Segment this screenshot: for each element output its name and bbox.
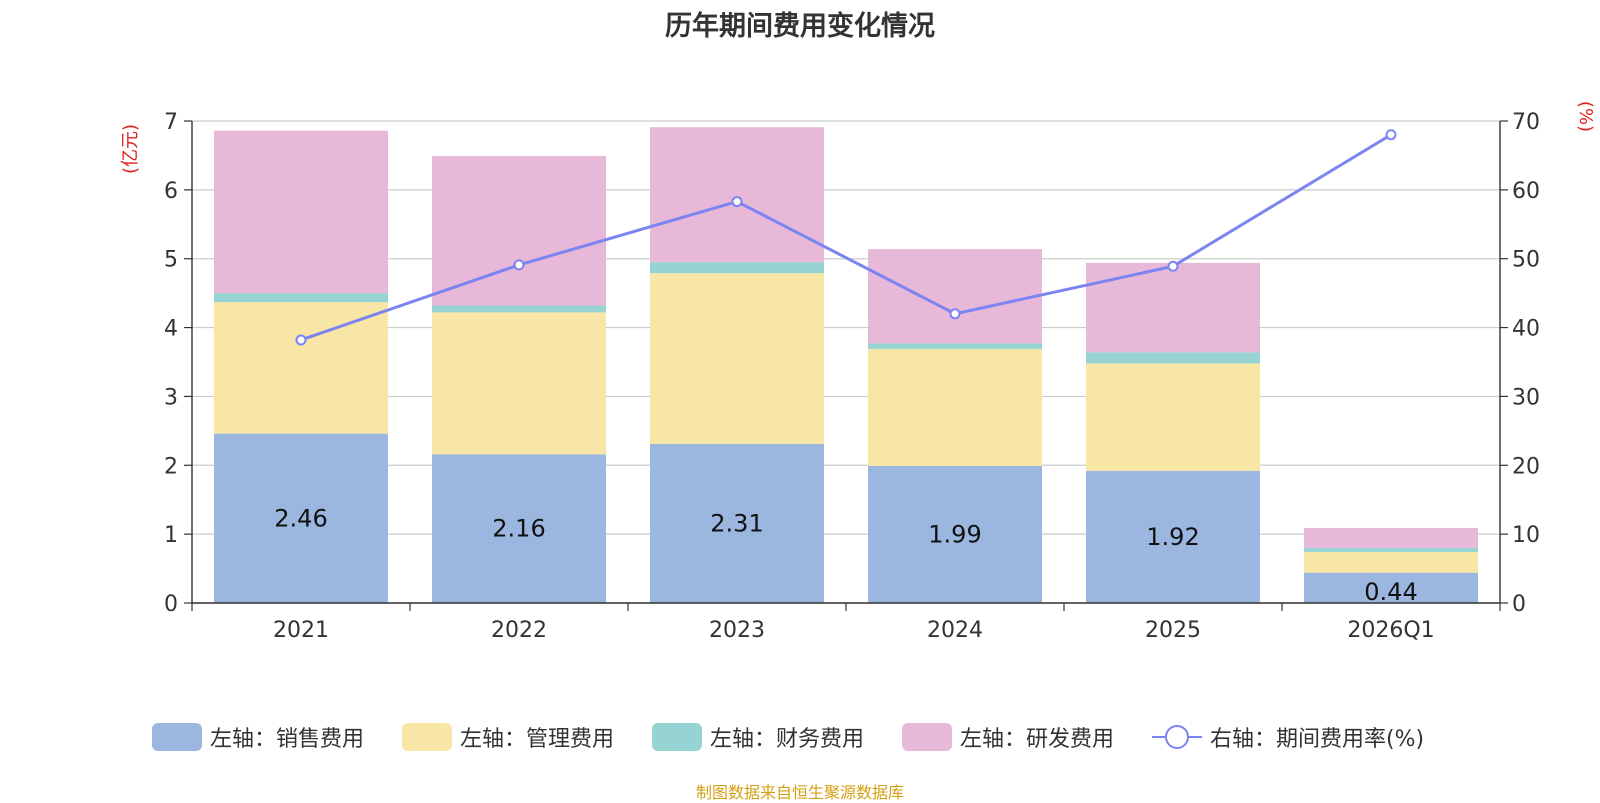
bar-value-label: 2.31 <box>710 509 763 537</box>
legend-label-finance: 左轴：财务费用 <box>710 727 865 752</box>
left-tick-label: 4 <box>164 317 178 342</box>
right-tick-label: 70 <box>1512 110 1540 135</box>
legend-line-rate-icon <box>1152 723 1202 751</box>
bar-segment <box>214 130 388 294</box>
legend-item-rate[interactable]: 右轴：期间费用率(%) <box>1152 719 1424 755</box>
right-tick-label: 30 <box>1512 385 1540 410</box>
bar-segment <box>214 302 388 434</box>
bar-segment <box>214 433 388 603</box>
legend-item-rd[interactable]: 左轴：研发费用 <box>902 719 1114 755</box>
bar-value-label: 1.92 <box>1146 523 1199 551</box>
legend-swatch-sales <box>152 723 202 751</box>
bar-segment <box>432 305 606 313</box>
bar-segment <box>868 249 1042 344</box>
x-tick-label: 2021 <box>273 618 329 643</box>
legend-label-sales: 左轴：销售费用 <box>210 727 365 752</box>
bar-segment <box>1086 352 1260 364</box>
rate-line <box>300 133 1392 342</box>
left-tick-label: 5 <box>164 248 178 273</box>
rate-point <box>731 196 743 208</box>
bar-value-label: 2.16 <box>492 515 545 543</box>
bar-segment <box>1086 470 1260 603</box>
left-tick-label: 2 <box>164 454 178 479</box>
rate-point <box>513 259 525 271</box>
bar-segment <box>214 293 388 303</box>
bar-segment <box>1304 547 1478 553</box>
legend-label-rate: 右轴：期间费用率(%) <box>1210 727 1425 752</box>
bar-segment <box>1086 363 1260 471</box>
bar-value-label: 2.46 <box>274 504 327 532</box>
right-axis-unit: (%) <box>1575 100 1597 133</box>
bar-segment <box>650 443 824 603</box>
right-tick-label: 60 <box>1512 179 1540 204</box>
bar-value-label: 1.99 <box>928 520 981 548</box>
legend-label-admin: 左轴：管理费用 <box>460 727 615 752</box>
left-tick-label: 6 <box>164 179 178 204</box>
left-axis-unit: (亿元) <box>120 123 142 175</box>
data-source-note: 制图数据来自恒生聚源数据库 <box>695 783 904 802</box>
right-tick-label: 10 <box>1512 523 1540 548</box>
x-tick-label: 2024 <box>927 618 983 643</box>
legend-item-admin[interactable]: 左轴：管理费用 <box>402 719 614 755</box>
right-tick-label: 20 <box>1512 454 1540 479</box>
rate-point <box>295 334 307 346</box>
right-tick-label: 50 <box>1512 248 1540 273</box>
legend-item-sales[interactable]: 左轴：销售费用 <box>152 719 364 755</box>
rate-point <box>1385 129 1397 141</box>
left-tick-label: 0 <box>164 592 178 617</box>
legend-swatch-finance <box>652 723 702 751</box>
legend-swatch-rd <box>902 723 952 751</box>
legend-item-finance[interactable]: 左轴：财务费用 <box>652 719 864 755</box>
x-tick-label: 2025 <box>1145 618 1201 643</box>
right-tick-label: 40 <box>1512 317 1540 342</box>
bar-segment <box>1086 262 1260 353</box>
x-tick-label: 2026Q1 <box>1347 618 1434 643</box>
rate-point <box>949 308 961 320</box>
bar-segment <box>650 127 824 263</box>
bar-value-label: 0.44 <box>1364 578 1417 606</box>
bar-segment <box>1304 527 1478 548</box>
bar-segment <box>1304 552 1478 573</box>
left-tick-label: 7 <box>164 110 178 135</box>
legend: 左轴：销售费用 左轴：管理费用 左轴：财务费用 左轴：研发费用 右轴：期间费用率… <box>0 719 1600 755</box>
legend-swatch-admin <box>402 723 452 751</box>
left-tick-label: 3 <box>164 385 178 410</box>
bar-segment <box>650 273 824 444</box>
bar-segment <box>432 312 606 455</box>
bar-segment <box>432 156 606 306</box>
x-tick-label: 2022 <box>491 618 547 643</box>
right-tick-label: 0 <box>1512 592 1526 617</box>
bar-segment <box>868 465 1042 603</box>
x-tick-label: 2023 <box>709 618 765 643</box>
left-tick-label: 1 <box>164 523 178 548</box>
legend-label-rd: 左轴：研发费用 <box>960 727 1115 752</box>
rate-point <box>1167 260 1179 272</box>
chart-title: 历年期间费用变化情况 <box>665 11 935 42</box>
bar-segment <box>432 454 606 603</box>
bar-segment <box>868 343 1042 349</box>
bar-segment <box>868 348 1042 466</box>
bar-segment <box>1304 572 1478 603</box>
bar-segment <box>650 262 824 274</box>
